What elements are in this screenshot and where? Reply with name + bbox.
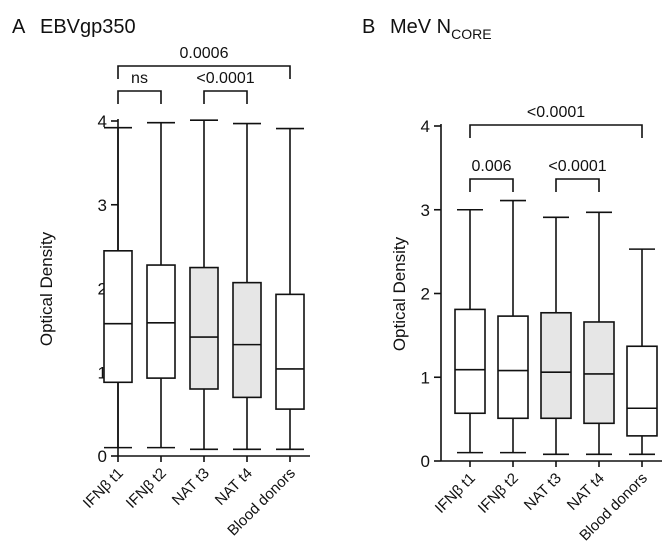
panel-a-title-main: EBVgp350 [40,16,136,38]
panel-b-box [626,345,658,437]
panel-a-p-value-label: ns [131,70,148,87]
panel-a-p-value-label: 0.0006 [180,45,229,62]
panel-b-y-axis-label: Optical Density [390,236,409,351]
panel-a-y-tick-label: 0 [98,447,107,466]
panel-a-significance-bracket [117,90,162,104]
panel-a-y-tick-label: 3 [98,196,107,215]
panel-b-p-value-label: 0.006 [471,158,511,175]
panel-b-x-tick-label: NAT t3 [521,470,565,514]
panel-a: A EBVgp350 Optical Density 0 1 2 3 4 IFNβ t1I… [12,16,310,539]
panel-a-box [232,281,262,399]
panel-a-letter: A [12,16,26,38]
panel-a-box [189,266,219,390]
panel-b-box [454,308,486,415]
panel-b-title: MeV NCORE [390,16,492,42]
panel-a-title: EBVgp350 [40,16,136,38]
panel-a-p-value-label: <0.0001 [196,70,254,87]
panel-a-y-axis-label: Optical Density [37,231,56,346]
panel-a-significance-bracket [203,90,248,104]
panel-b-y-tick-label: 2 [421,285,430,304]
panel-a-x-tick-label: IFNβ t2 [123,465,170,512]
panel-a-significance-bracket [117,65,291,79]
panel-b-significance-bracket [555,178,600,192]
panel-b-title-sub: CORE [451,26,491,42]
panel-b-y-tick-label: 3 [421,201,430,220]
panel-a-box [103,250,133,384]
panel-a-y-tick-label: 1 [98,363,107,382]
panel-b-box [540,311,572,420]
panel-a-y-tick-label: 4 [98,112,107,131]
panel-a-y-tick-label: 2 [98,280,107,299]
panel-a-box [275,293,305,410]
panel-a-box [146,264,176,379]
panel-b-y-tick-label: 4 [421,117,430,136]
panel-b-box [583,321,615,425]
panel-b: B MeV NCORE Optical Density 0 1 2 3 4 IFNβ t1… [362,16,662,544]
panel-b-x-tick-label: IFNβ t1 [432,470,479,517]
panel-b-x-tick-label: IFNβ t2 [475,470,522,517]
panel-a-x-tick-label: NAT t3 [169,465,213,509]
panel-b-letter: B [362,16,375,38]
panel-b-y-tick-label: 1 [421,368,430,387]
panel-b-y-tick-label: 0 [421,452,430,471]
panel-b-p-value-label: <0.0001 [548,158,606,175]
panel-b-p-value-label: <0.0001 [527,104,585,121]
panel-a-x-tick-label: IFNβ t1 [80,465,127,512]
panel-b-significance-bracket [469,124,643,138]
panel-b-significance-bracket [469,178,514,192]
panel-b-title-main: MeV N [390,16,451,38]
panel-b-box [497,315,529,420]
